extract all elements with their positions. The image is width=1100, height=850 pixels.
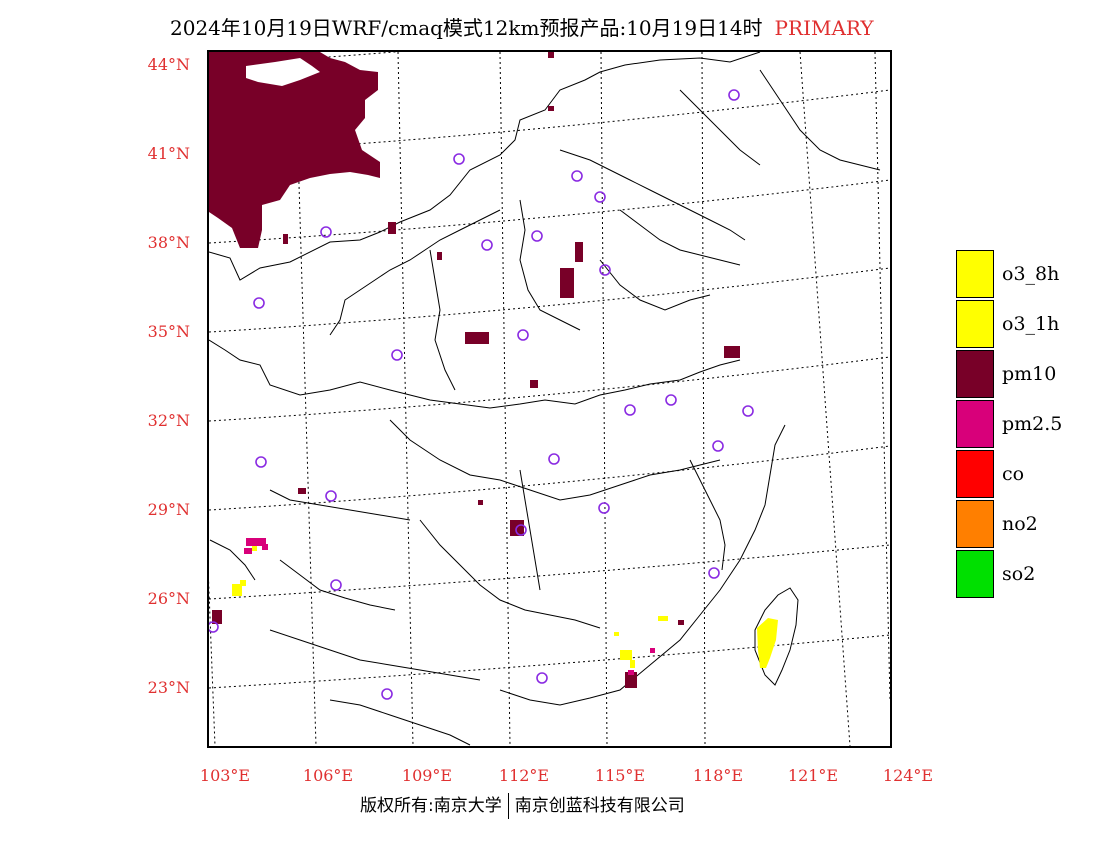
lat-label-32: 32°N [147,411,190,430]
legend-swatch [956,400,994,448]
lon-label-121: 121°E [787,766,839,785]
legend-item-pm10: pm10 [956,349,1062,399]
lat-label-44: 44°N [147,55,190,74]
legend: o3_8h o3_1h pm10 pm2.5 co no2 so2 [956,249,1062,599]
lat-label-29: 29°N [147,500,190,519]
map-canvas [209,52,890,746]
copyright-company: 南京创蓝科技有限公司 [514,796,685,816]
lat-label-35: 35°N [147,322,190,341]
graticule-latitudes [209,52,890,689]
taiwan-outline [754,587,799,686]
lon-label-115: 115°E [594,766,646,785]
copyright: 版权所有:南京大学 南京创蓝科技有限公司 [360,791,685,819]
lon-label-106: 106°E [302,766,354,785]
legend-label: co [1002,463,1025,485]
copyright-owner: 版权所有:南京大学 [360,796,502,816]
legend-swatch [956,300,994,348]
lon-label-109: 109°E [401,766,453,785]
map-title: 2024年10月19日WRF/cmaq模式12km预报产品:10月19日14时 P… [170,12,874,41]
map-panel[interactable] [207,50,892,748]
legend-swatch [956,450,994,498]
lon-label-118: 118°E [692,766,744,785]
legend-swatch [956,500,994,548]
legend-swatch [956,250,994,298]
legend-item-co: co [956,449,1062,499]
legend-label: o3_1h [1002,313,1060,335]
legend-label: o3_8h [1002,263,1060,285]
station-markers [209,89,754,700]
legend-label: so2 [1002,563,1036,585]
lat-label-23: 23°N [147,678,190,697]
lat-label-26: 26°N [147,589,190,608]
title-tag: PRIMARY [774,16,874,40]
legend-item-pm25: pm2.5 [956,399,1062,449]
lon-label-103: 103°E [199,766,251,785]
pm25-cells [244,538,655,675]
legend-label: pm2.5 [1002,413,1063,435]
lat-label-38: 38°N [147,233,190,252]
legend-label: no2 [1002,513,1038,535]
lon-label-112: 112°E [498,766,550,785]
pm10-cells [212,52,740,688]
pm10-region-northwest [209,52,380,248]
lon-label-124: 124°E [882,766,934,785]
lat-label-41: 41°N [147,144,190,163]
legend-label: pm10 [1002,363,1057,385]
boundaries [209,52,881,746]
legend-item-o3-8h: o3_8h [956,249,1062,299]
legend-item-o3-1h: o3_1h [956,299,1062,349]
legend-swatch [956,550,994,598]
title-text: 2024年10月19日WRF/cmaq模式12km预报产品:10月19日14时 [170,16,763,40]
legend-swatch [956,350,994,398]
legend-item-no2: no2 [956,499,1062,549]
legend-item-so2: so2 [956,549,1062,599]
o3-cells [232,546,778,668]
copyright-separator [507,793,509,819]
